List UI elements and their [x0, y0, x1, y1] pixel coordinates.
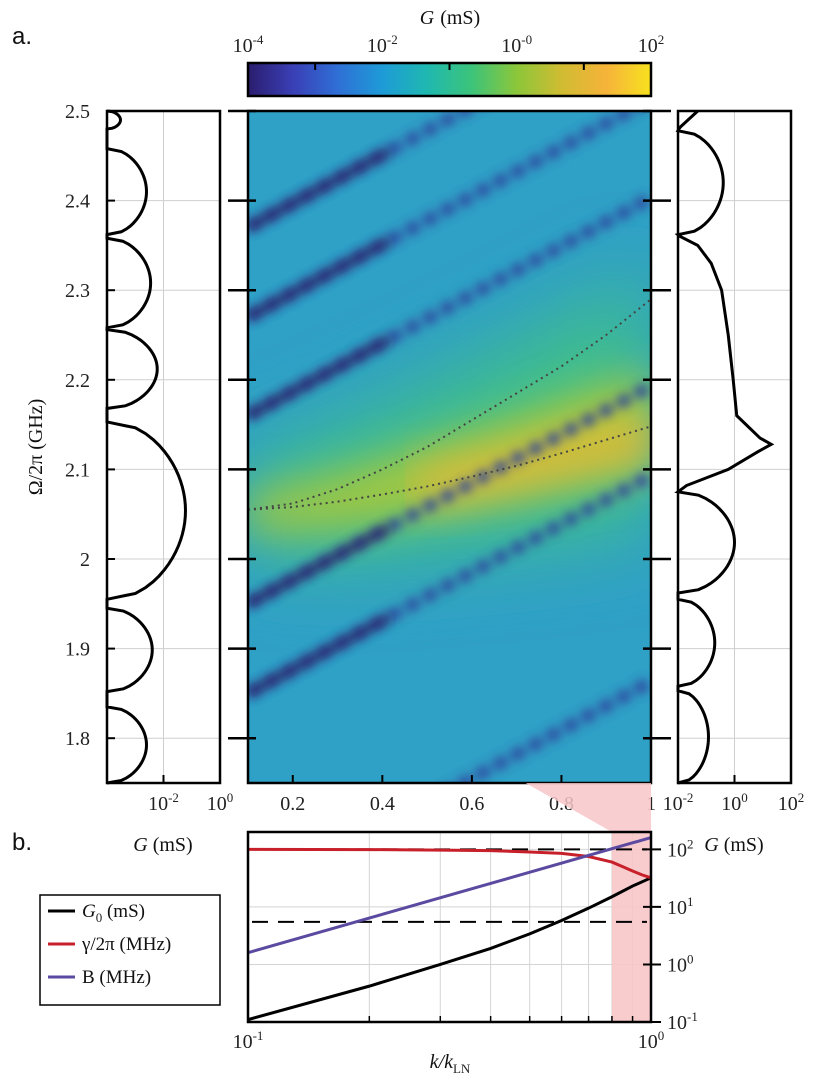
y-tick-label: 2.5: [65, 101, 90, 123]
heatmap-dotted-curve: [248, 425, 651, 511]
legend-entry: B (MHz): [82, 967, 151, 988]
b-x-tick-label: 10-1: [233, 1028, 264, 1053]
b-y-tick-label: 101: [667, 894, 694, 919]
legend-entry: γ/2π (MHz): [81, 934, 171, 955]
heatmap-dark-band: [248, 111, 477, 233]
b-series-line: [247, 836, 652, 955]
y-tick-label: 2.3: [65, 280, 90, 302]
colorbar-tick-label: 10-4: [233, 32, 264, 57]
right-cut-x-tick-label: 100: [721, 790, 748, 815]
left-cut-curve: [105, 109, 187, 785]
b-frame: [246, 830, 653, 1024]
heatmap-dark-band: [450, 676, 651, 783]
b-xlabel: k/kLN: [430, 1051, 471, 1076]
right-cut-x-tick-label: 102: [778, 790, 805, 815]
y-axis-ticks: 1.8 1.9 2 2.1 2.2 2.3 2.4 2.5: [65, 101, 115, 750]
y-tick-label: 1.9: [65, 639, 90, 661]
right-cut-curve: [674, 109, 775, 785]
heatmap-dark-band: [248, 470, 651, 699]
colorbar-label: G (mS): [420, 7, 480, 29]
panel-label-a: a.: [12, 23, 32, 50]
b-y-tick-label: 102: [667, 836, 694, 861]
b-shaded-region: [611, 832, 651, 1022]
y-tick-label: 2.2: [65, 370, 90, 392]
left-cut-x-tick-label: 10-2: [148, 790, 179, 815]
heatmap-frame: [246, 109, 653, 785]
panel-label-b: b.: [12, 829, 32, 856]
heatmap-dark-band: [248, 834, 651, 1052]
heatmap-dark-band: [248, 380, 651, 610]
colorbar: G (mS) 10-4 10-2 10-0 102: [233, 7, 665, 98]
y-tick-label: 1.8: [65, 728, 90, 750]
y-axis-label: Ω/2π (GHz): [25, 399, 47, 496]
colorbar-tick-label: 102: [638, 32, 665, 57]
legend-box: [39, 894, 221, 1006]
zoom-connector: [525, 783, 651, 832]
heatmap-dark-band: [248, 192, 651, 421]
heatmap-panel: 0.20.40.60.81: [228, 109, 671, 1052]
heatmap-dotted-curve: [248, 298, 651, 511]
heatmap-dark-band: [248, 111, 643, 323]
legend-entry: G0 (mS): [82, 901, 145, 925]
b-x-tick-label: 100: [638, 1028, 665, 1053]
colorbar-tick-label: 10-0: [501, 32, 532, 57]
y-tick-label: 2.4: [65, 191, 90, 213]
b-y-tick-label: 10-1: [667, 1009, 698, 1034]
y-tick-label: 2: [80, 549, 90, 571]
b-series-line: [247, 847, 652, 880]
heatmap-x-tick-label: 0.4: [370, 793, 395, 815]
heatmap-x-tick-label: 0.6: [459, 793, 484, 815]
legend: G0 (mS) γ/2π (MHz) B (MHz): [39, 894, 221, 1006]
left-cut-x-tick-label: 100: [207, 790, 234, 815]
b-y-tick-label: 100: [667, 951, 694, 976]
colorbar-tick-label: 10-2: [367, 32, 398, 57]
right-cut-x-tick-label: 10-2: [663, 790, 694, 815]
heatmap-x-tick-label: 0.2: [280, 793, 305, 815]
y-tick-label: 2.1: [65, 459, 90, 481]
b-series-line: [247, 876, 652, 1022]
right-cut-panel: 10-2 100 102 G (mS): [663, 109, 805, 856]
left-cut-xlabel: G (mS): [133, 834, 192, 856]
left-cut-panel: 10-2 100 G (mS): [105, 109, 234, 856]
right-cut-xlabel: G (mS): [704, 834, 763, 856]
